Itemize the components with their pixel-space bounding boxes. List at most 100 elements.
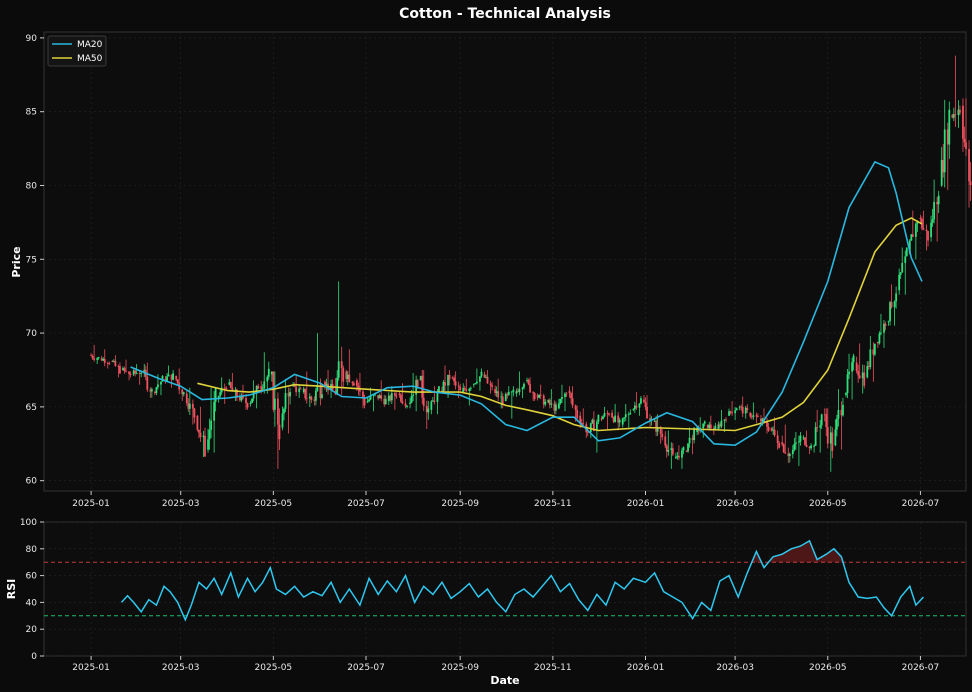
candle-body (172, 373, 175, 380)
candle (819, 419, 822, 453)
candle (880, 313, 882, 336)
candle-body (719, 424, 721, 427)
candle-body (324, 381, 326, 388)
candle-body (281, 413, 284, 428)
candle-body (185, 393, 188, 404)
candle (750, 413, 753, 420)
candle-body (595, 421, 598, 432)
candle (740, 404, 743, 411)
candle (175, 375, 178, 382)
candle-body (858, 375, 861, 379)
candle (149, 387, 152, 399)
candle (465, 378, 468, 393)
candle (633, 401, 636, 414)
candle-body (682, 447, 685, 451)
candle (143, 363, 146, 377)
x-axis-label: Date (490, 674, 519, 687)
candle (589, 422, 592, 439)
candle (146, 362, 149, 393)
candle-body (182, 392, 185, 395)
candle (239, 393, 241, 402)
candle (100, 355, 103, 362)
candle (302, 386, 305, 394)
candle (485, 374, 487, 379)
candle (501, 393, 504, 409)
candle-body (547, 399, 550, 403)
candle-body (889, 302, 891, 322)
candle (933, 179, 936, 224)
candle (709, 415, 712, 431)
candle (643, 395, 645, 403)
candle (390, 386, 393, 404)
candle-body (196, 415, 199, 430)
candle-body (656, 427, 659, 432)
candle (794, 431, 797, 450)
candle (324, 380, 326, 390)
candle-body (175, 375, 178, 380)
candle-body (191, 403, 194, 409)
candle-body (485, 376, 487, 378)
candle-body (665, 445, 668, 452)
candle-body (629, 413, 632, 415)
candle (661, 429, 664, 441)
candle-body (813, 445, 816, 447)
candle-body (261, 388, 264, 390)
candle (617, 412, 620, 431)
candle (91, 354, 94, 360)
candle (202, 430, 205, 458)
candle-body (802, 437, 805, 439)
candle (208, 418, 211, 450)
candle-body (559, 398, 562, 404)
candle-body (193, 408, 196, 418)
candle-body (782, 444, 785, 453)
candle-body (412, 394, 415, 396)
candle-body (646, 406, 648, 419)
candle (270, 371, 273, 382)
candle-body (574, 405, 577, 410)
candle-body (219, 392, 222, 396)
candle (893, 300, 896, 326)
candle-body (239, 396, 241, 401)
candle-body (295, 386, 298, 393)
candle-body (965, 142, 967, 150)
candle-body (494, 389, 497, 394)
candle-body (741, 406, 744, 414)
candle (954, 55, 957, 127)
candle (542, 393, 545, 409)
candle-body (919, 217, 922, 219)
candle (782, 443, 785, 454)
candle (223, 383, 226, 404)
candle-body (640, 398, 642, 404)
candle-body (283, 408, 285, 414)
price-y-tick-label: 80 (26, 181, 38, 191)
candle (852, 353, 855, 371)
candle-body (468, 388, 471, 391)
candle-body (380, 395, 383, 399)
candle-body (624, 414, 627, 418)
candle-body (249, 402, 252, 404)
candle-body (582, 423, 585, 425)
candle (793, 437, 796, 452)
candle-body (869, 349, 872, 368)
candle (346, 371, 349, 386)
candle-body (687, 443, 689, 452)
legend-label-ma50: MA50 (77, 54, 103, 64)
candle (772, 426, 774, 435)
candle (635, 392, 638, 410)
candle (351, 381, 354, 387)
candle (904, 250, 907, 295)
candle (313, 396, 316, 406)
candle (565, 392, 568, 398)
rsi-x-ticks: 2025-01 2025-03 2025-05 2025-07 2025-09 2025-… (72, 656, 939, 673)
candle (398, 392, 401, 398)
candle (646, 395, 648, 419)
rsi-y-tick-label: 100 (20, 518, 37, 528)
candle-body (362, 391, 364, 399)
candle (384, 395, 387, 405)
candle (378, 393, 381, 399)
candle (559, 398, 562, 405)
candle (123, 366, 126, 374)
candle (627, 411, 630, 428)
candle (383, 394, 386, 407)
candle (527, 378, 530, 386)
